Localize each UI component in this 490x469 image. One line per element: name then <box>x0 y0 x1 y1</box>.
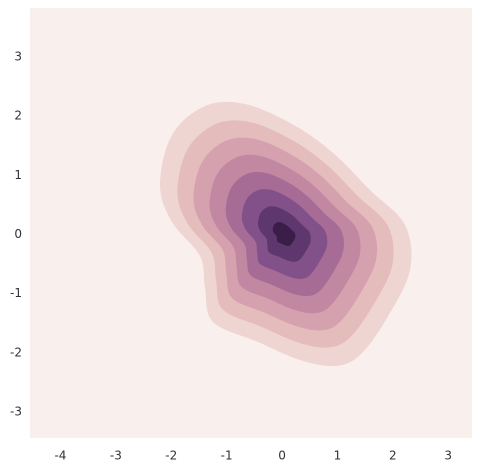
x-tick-label: -2 <box>165 449 177 463</box>
y-tick-label: -3 <box>10 404 22 418</box>
y-tick-label: 3 <box>14 50 22 64</box>
y-tick-label: 2 <box>14 109 22 123</box>
x-tick-label: 2 <box>389 449 397 463</box>
y-tick-label: -1 <box>10 286 22 300</box>
y-tick-label: -2 <box>10 345 22 359</box>
density-level <box>272 222 296 246</box>
x-tick-label: 0 <box>278 449 286 463</box>
x-tick-label: -3 <box>110 449 122 463</box>
y-tick-label: 0 <box>14 227 22 241</box>
x-tick-label: 1 <box>334 449 342 463</box>
x-tick-label: -1 <box>221 449 233 463</box>
y-tick-label: 1 <box>14 168 22 182</box>
density-contours <box>160 101 412 367</box>
x-tick-label: 3 <box>444 449 452 463</box>
x-tick-label: -4 <box>54 449 66 463</box>
